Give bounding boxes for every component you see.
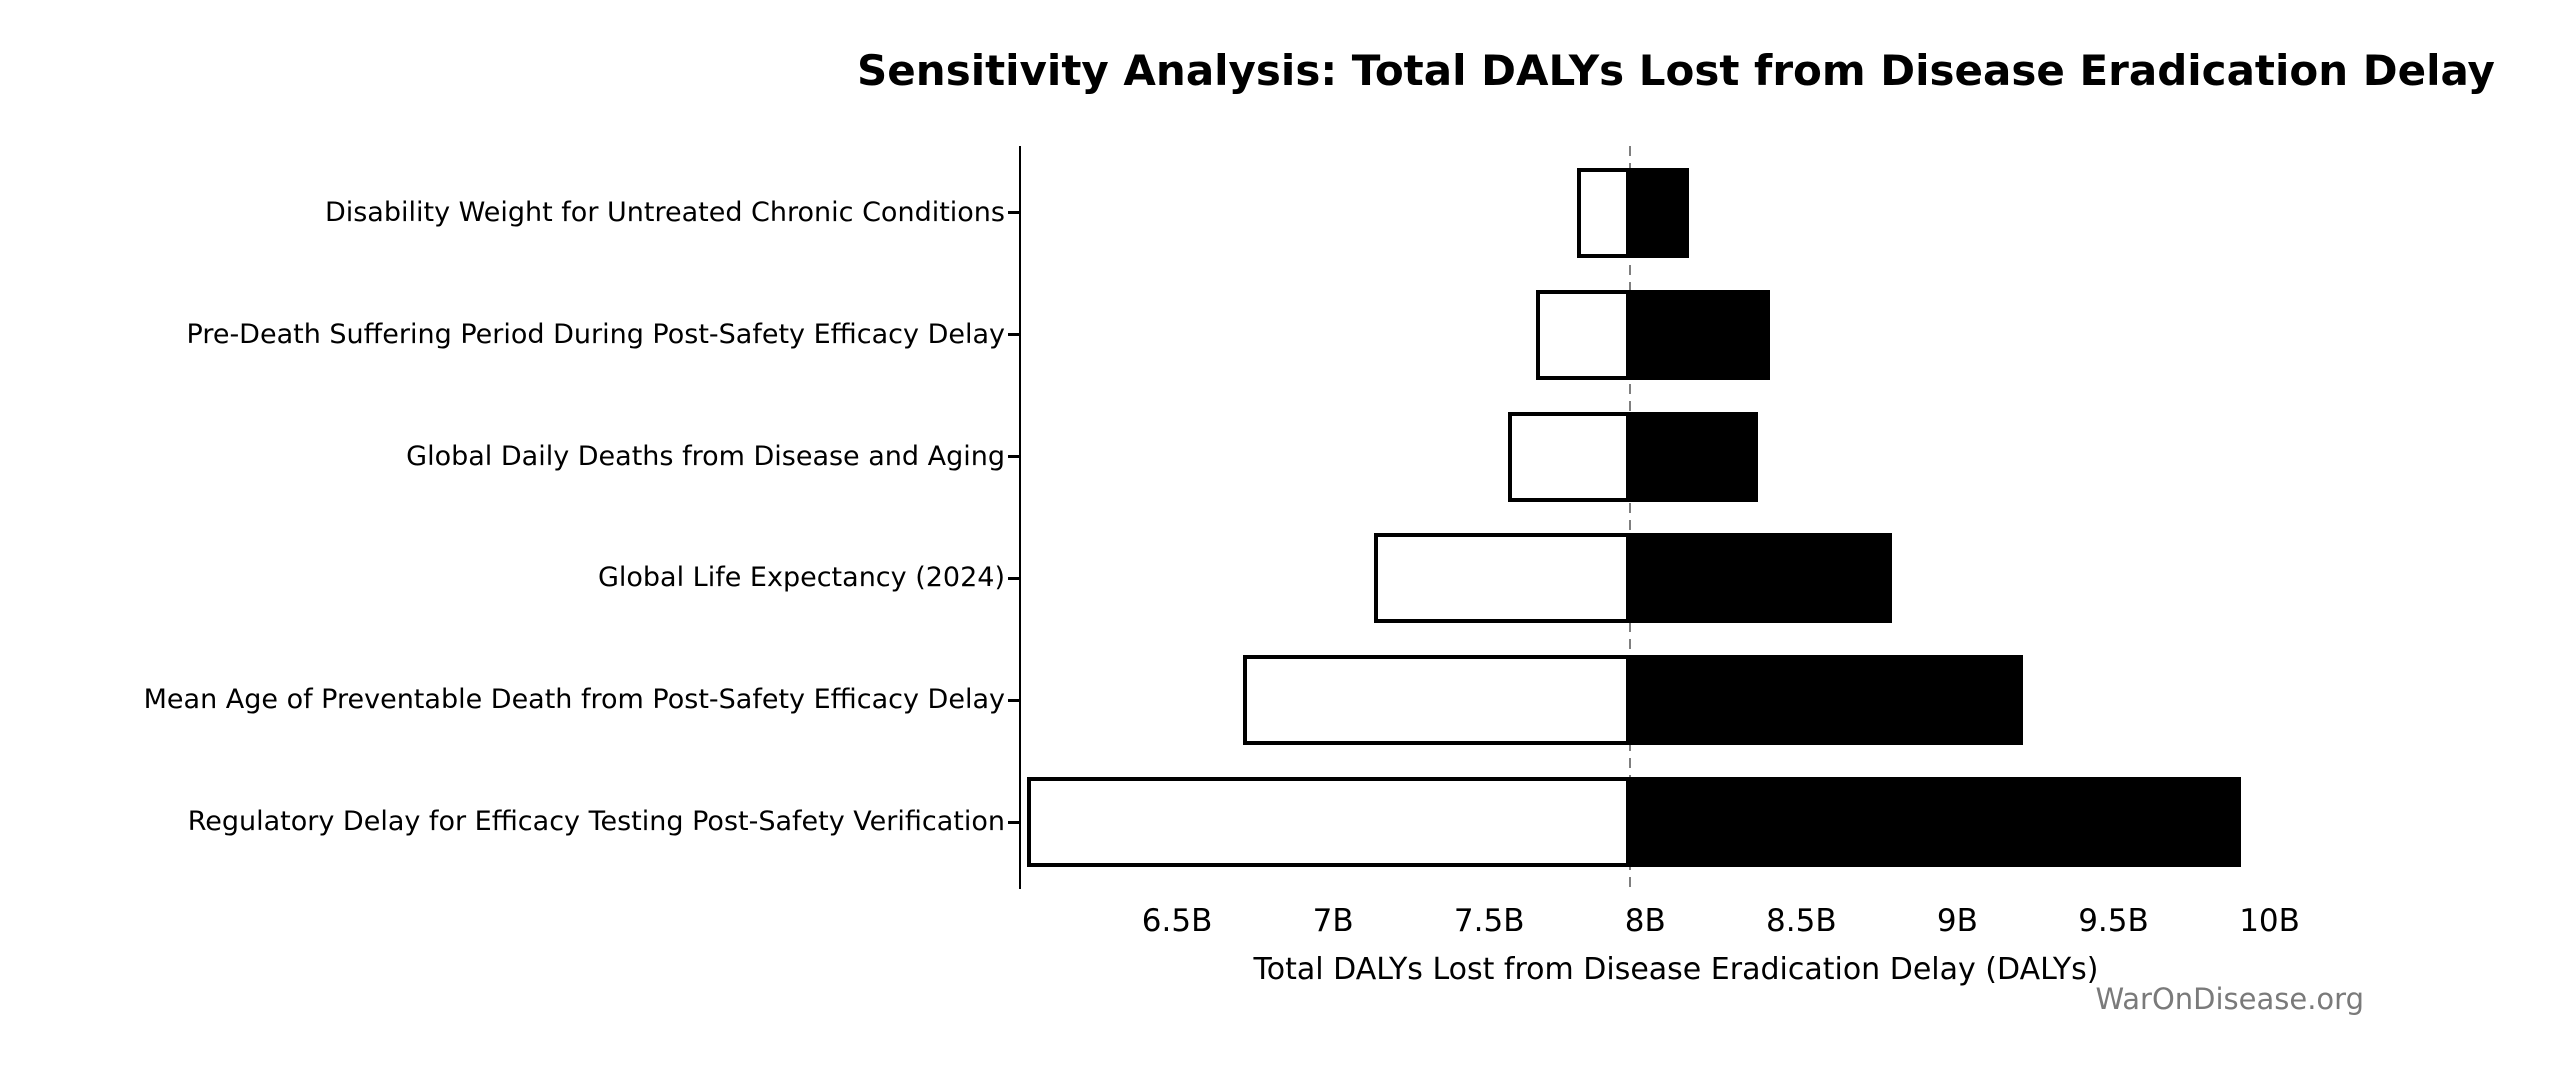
- plot-area: Disability Weight for Untreated Chronic …: [144, 146, 2332, 939]
- y-category-label: Global Life Expectancy (2024): [597, 562, 1005, 594]
- low-value-bar: [1507, 411, 1630, 502]
- high-value-bar: [1629, 655, 2023, 746]
- x-tick-label: 8.5B: [1766, 903, 1837, 939]
- low-value-bar: [1536, 289, 1630, 380]
- x-tick-label: 6.5B: [1141, 903, 1213, 939]
- x-tick-label: 8B: [1624, 903, 1666, 939]
- x-tick-label: 9.5B: [2078, 903, 2149, 939]
- y-category-label: Global Daily Deaths from Disease and Agi…: [406, 440, 1005, 472]
- y-category-label: Mean Age of Preventable Death from Post-…: [143, 684, 1005, 716]
- low-value-bar: [1576, 167, 1630, 258]
- low-value-bar: [1027, 777, 1630, 867]
- y-axis-tick: [1008, 333, 1019, 337]
- y-category-label: Regulatory Delay for Efficacy Testing Po…: [187, 806, 1005, 837]
- x-tick-label: 7.5B: [1453, 903, 1525, 939]
- low-value-bar: [1242, 655, 1630, 746]
- high-value-bar: [1629, 411, 1758, 502]
- y-axis-tick: [1008, 698, 1019, 702]
- chart-title: Sensitivity Analysis: Total DALYs Lost f…: [857, 46, 2495, 95]
- baseline-dashed-line: [1628, 146, 1631, 889]
- high-value-bar: [1629, 533, 1892, 624]
- watermark-text: WarOnDisease.org: [2095, 982, 2364, 1016]
- y-axis-tick: [1008, 820, 1019, 824]
- low-value-bar: [1373, 533, 1630, 624]
- y-axis-tick: [1008, 455, 1019, 459]
- high-value-bar: [1629, 777, 2242, 867]
- x-tick-label: 10B: [2239, 903, 2300, 939]
- high-value-bar: [1629, 289, 1771, 380]
- y-category-label: Disability Weight for Untreated Chronic …: [324, 196, 1005, 228]
- x-tick-label: 7B: [1312, 903, 1354, 939]
- y-axis-tick: [1008, 211, 1019, 215]
- y-category-label: Pre-Death Suffering Period During Post-S…: [186, 318, 1005, 350]
- high-value-bar: [1629, 167, 1689, 258]
- x-axis-label: Total DALYs Lost from Disease Eradicatio…: [1253, 952, 2099, 987]
- y-axis-spine: [1019, 146, 1021, 889]
- x-tick-label: 9B: [1936, 903, 1978, 939]
- y-axis-tick: [1008, 576, 1019, 580]
